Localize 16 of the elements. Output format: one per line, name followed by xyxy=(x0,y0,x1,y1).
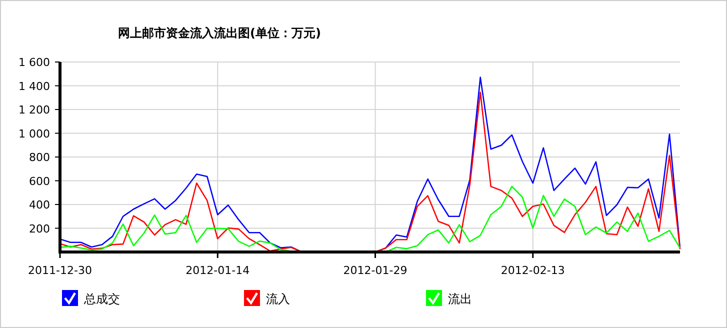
legend-label: 流出 xyxy=(448,292,472,306)
x-tick-label: 2011-12-30 xyxy=(28,264,92,277)
y-tick-label: 1 200 xyxy=(18,104,50,116)
y-tick-label: 200 xyxy=(29,222,50,236)
y-tick-label: 600 xyxy=(29,174,50,188)
legend-label: 总成交 xyxy=(83,292,120,306)
legend-label: 流入 xyxy=(266,292,290,306)
y-tick-label: 800 xyxy=(29,151,50,164)
x-tick-label: 2012-02-13 xyxy=(500,264,565,277)
y-tick-label: 1 400 xyxy=(18,80,50,93)
x-tick-label: 2012-01-29 xyxy=(343,264,408,277)
y-tick-label: 1 600 xyxy=(18,56,50,69)
x-tick-label: 2012-01-14 xyxy=(186,264,250,277)
chart-title: 网上邮市资金流入流出图(单位：万元) xyxy=(118,26,321,40)
y-tick-label: 400 xyxy=(29,198,50,212)
y-tick-label: 1 000 xyxy=(18,127,50,140)
